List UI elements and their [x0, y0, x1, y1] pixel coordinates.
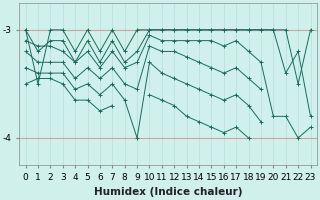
X-axis label: Humidex (Indice chaleur): Humidex (Indice chaleur) [94, 187, 242, 197]
